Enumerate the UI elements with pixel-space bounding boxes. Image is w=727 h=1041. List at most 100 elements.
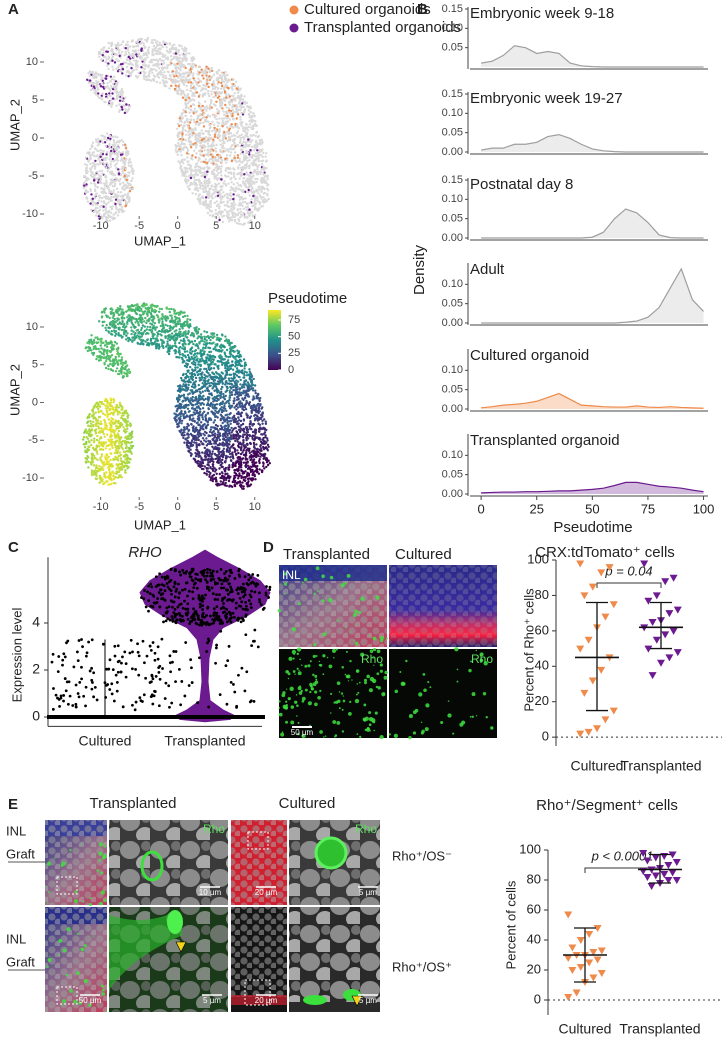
umap-cell xyxy=(118,208,121,211)
umap-cell xyxy=(96,163,99,166)
umap-cell xyxy=(194,123,198,126)
umap-cell xyxy=(224,167,228,170)
umap-cell xyxy=(155,80,158,84)
umap-cell xyxy=(192,457,195,460)
umap-cell xyxy=(161,55,164,58)
umap-cell xyxy=(254,170,257,173)
umap-cell xyxy=(222,122,225,125)
umap-cell xyxy=(246,173,249,176)
umap-cell xyxy=(96,173,99,176)
umap-cell xyxy=(229,194,233,198)
inset-box xyxy=(247,831,269,850)
umap-cell xyxy=(193,107,196,111)
umap-cell xyxy=(114,164,117,167)
umap-cell xyxy=(105,179,108,182)
umap-cell xyxy=(204,185,207,188)
umap-cell xyxy=(107,41,110,45)
umap-cell xyxy=(230,186,233,189)
umap-cell xyxy=(261,204,264,208)
umap-cell xyxy=(256,199,259,203)
umap-cell xyxy=(251,430,255,434)
umap-cell xyxy=(179,160,182,163)
umap-cell xyxy=(105,480,108,483)
umap-cell xyxy=(226,201,229,204)
umap-cell xyxy=(153,38,156,42)
umap-cell xyxy=(224,92,228,96)
umap-cell xyxy=(110,57,113,60)
umap-cell xyxy=(172,73,175,76)
umap-cell xyxy=(163,84,167,87)
umap-cell xyxy=(111,185,115,188)
umap-cell xyxy=(172,47,176,51)
umap-cell xyxy=(253,114,256,118)
umap-cell xyxy=(229,154,232,157)
umap-cell xyxy=(222,110,225,113)
umap-cell xyxy=(91,141,95,144)
umap-cell xyxy=(132,59,136,62)
umap-cell xyxy=(153,63,156,66)
panel-label: A xyxy=(8,1,19,18)
umap-cell xyxy=(239,213,243,216)
umap-cell xyxy=(250,385,253,388)
umap-cell xyxy=(184,120,187,124)
umap-cell xyxy=(189,381,192,384)
umap-cell xyxy=(91,420,95,423)
umap-cell xyxy=(260,188,264,191)
umap-cell xyxy=(121,67,125,71)
umap-cell xyxy=(105,166,108,169)
umap-cell xyxy=(210,77,213,80)
umap-cell xyxy=(144,75,148,79)
umap-cell xyxy=(203,175,207,179)
umap-cell xyxy=(232,97,235,100)
legend-label: Cultured organoids xyxy=(304,1,431,18)
umap-cell xyxy=(103,137,106,140)
umap-cell xyxy=(209,101,213,105)
umap-cell xyxy=(247,138,250,141)
umap-cell xyxy=(199,118,202,122)
umap-cell xyxy=(214,188,217,191)
umap-cell xyxy=(207,182,210,185)
umap-cell xyxy=(242,213,245,216)
umap-cell xyxy=(267,197,270,201)
umap-cell xyxy=(251,215,255,218)
umap-cell xyxy=(219,201,223,205)
umap-cell xyxy=(210,66,213,70)
umap-cell xyxy=(97,215,101,218)
arrowhead xyxy=(351,995,363,1007)
umap-cell xyxy=(226,73,229,77)
umap-cell xyxy=(112,180,115,184)
image-overlay xyxy=(231,995,287,1005)
umap-cell xyxy=(208,75,211,78)
umap-cell xyxy=(107,201,110,204)
umap-cell xyxy=(171,79,174,83)
umap-cell xyxy=(86,151,89,155)
umap-cell xyxy=(240,120,244,124)
umap-cell xyxy=(93,197,97,200)
umap-cell xyxy=(215,200,218,203)
umap-cell xyxy=(112,138,116,142)
umap-cell xyxy=(244,186,248,189)
umap-cell xyxy=(102,205,105,208)
umap-cell xyxy=(106,136,110,140)
rho-cell xyxy=(314,836,348,870)
umap-cell xyxy=(205,370,208,374)
umap-cell xyxy=(96,181,100,184)
umap-cell xyxy=(171,70,175,73)
umap-cell xyxy=(160,66,164,70)
umap-cell xyxy=(93,437,96,440)
umap-cell xyxy=(110,482,113,486)
umap-cell xyxy=(257,192,260,195)
umap-cell xyxy=(223,90,227,93)
umap-cell xyxy=(100,134,103,137)
umap-cell xyxy=(191,94,194,97)
umap-cell xyxy=(201,74,204,77)
umap-cell xyxy=(195,173,198,176)
umap-cell xyxy=(203,145,207,148)
umap-cell xyxy=(243,367,246,370)
umap-cell xyxy=(169,50,172,53)
umap-cell xyxy=(232,173,236,176)
umap-cell xyxy=(105,471,108,474)
umap-cell xyxy=(205,206,208,209)
rho-signal xyxy=(303,995,327,1005)
umap-cell xyxy=(232,148,235,151)
